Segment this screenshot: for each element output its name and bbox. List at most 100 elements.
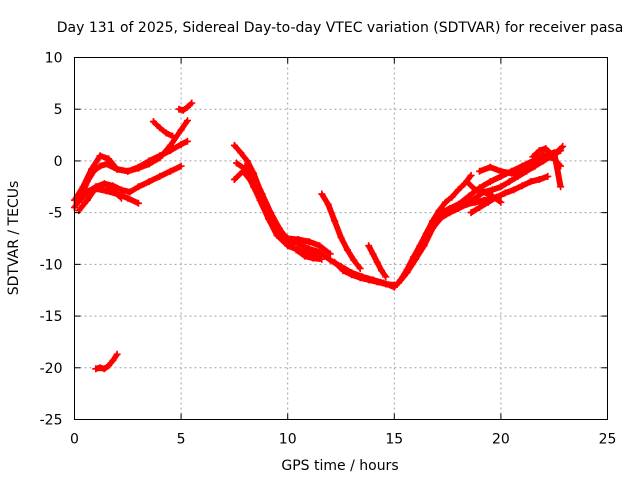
data-point: [177, 126, 185, 134]
data-point: [326, 256, 334, 264]
data-point: [316, 242, 324, 250]
data-point: [156, 124, 164, 132]
data-point: [471, 186, 479, 194]
series-trace-g: [149, 118, 177, 140]
data-point: [103, 160, 110, 168]
data-point: [309, 254, 317, 262]
data-point: [433, 214, 441, 222]
data-point: [518, 167, 526, 175]
data-point: [184, 103, 191, 111]
data-point: [124, 194, 132, 202]
data-point: [113, 350, 121, 358]
data-point: [486, 178, 494, 186]
data-point: [497, 198, 505, 206]
data-point: [149, 118, 157, 126]
data-point: [273, 231, 281, 239]
data-point: [382, 273, 390, 281]
data-point: [92, 365, 100, 373]
series-trace-h: [175, 99, 196, 114]
x-tick-label: 15: [385, 432, 403, 448]
y-tick-label: -20: [40, 361, 63, 377]
data-point: [454, 200, 462, 208]
data-point: [373, 258, 381, 266]
data-point: [177, 162, 185, 170]
data-point: [488, 192, 496, 200]
chart-title: Day 131 of 2025, Sidereal Day-to-day VTE…: [57, 20, 624, 36]
data-point: [326, 250, 334, 258]
data-point: [476, 167, 484, 175]
data-point: [75, 198, 83, 206]
y-tick-label: -25: [40, 413, 63, 429]
series-trace-e: [75, 180, 125, 215]
data-point: [100, 180, 108, 188]
data-point: [81, 188, 89, 196]
data-point: [484, 198, 492, 206]
data-point: [356, 274, 364, 282]
data-point: [230, 176, 238, 183]
data-point: [337, 234, 345, 241]
data-point: [117, 186, 125, 194]
y-tick-label: -5: [49, 206, 63, 222]
y-tick-label: 5: [54, 102, 63, 118]
data-point: [557, 183, 565, 191]
data-point: [105, 362, 113, 370]
data-point: [378, 267, 385, 275]
data-point: [508, 169, 516, 177]
data-point: [184, 117, 191, 125]
series-trace-b: [71, 117, 191, 204]
data-point: [382, 280, 390, 288]
data-point: [555, 147, 562, 155]
data-point: [501, 189, 509, 197]
data-point: [412, 255, 420, 263]
data-point: [548, 151, 556, 159]
data-point: [444, 207, 452, 215]
data-point: [175, 105, 183, 113]
data-point: [284, 238, 292, 246]
data-point: [331, 217, 339, 225]
data-point: [145, 178, 153, 186]
data-point: [559, 142, 567, 150]
x-tick-label: 5: [177, 432, 186, 448]
data-point: [395, 279, 403, 287]
data-point: [117, 194, 125, 202]
data-point: [497, 167, 505, 175]
data-point: [156, 172, 164, 180]
data-point: [100, 365, 108, 373]
data-point: [88, 165, 96, 173]
data-point: [365, 276, 373, 284]
data-point: [318, 255, 326, 263]
data-point: [488, 186, 496, 194]
data-point: [535, 147, 543, 155]
data-point: [518, 182, 526, 190]
data-point: [230, 141, 238, 149]
data-point: [135, 164, 142, 172]
data-point: [480, 188, 488, 196]
data-point: [184, 137, 191, 145]
series-trace-v: [476, 149, 565, 191]
data-point: [365, 242, 373, 250]
data-point: [92, 184, 100, 192]
data-point: [505, 178, 513, 186]
data-point: [510, 186, 518, 194]
data-point: [109, 357, 117, 364]
y-tick-label: -15: [40, 309, 63, 325]
series-trace-l: [241, 162, 326, 263]
data-point: [145, 160, 153, 168]
data-point: [113, 165, 121, 173]
data-point: [529, 153, 537, 161]
data-point: [239, 167, 247, 175]
data-point: [135, 199, 142, 207]
data-point: [529, 163, 537, 171]
data-point: [162, 129, 170, 137]
data-point: [467, 209, 475, 217]
x-axis-label: GPS time / hours: [281, 458, 398, 474]
data-point: [542, 145, 550, 152]
y-tick-label: 10: [45, 51, 63, 67]
data-point: [126, 188, 134, 196]
data-point: [476, 204, 484, 211]
data-point: [267, 209, 275, 217]
data-point: [241, 162, 249, 170]
data-point: [237, 149, 245, 157]
plot-frame: [74, 57, 608, 420]
